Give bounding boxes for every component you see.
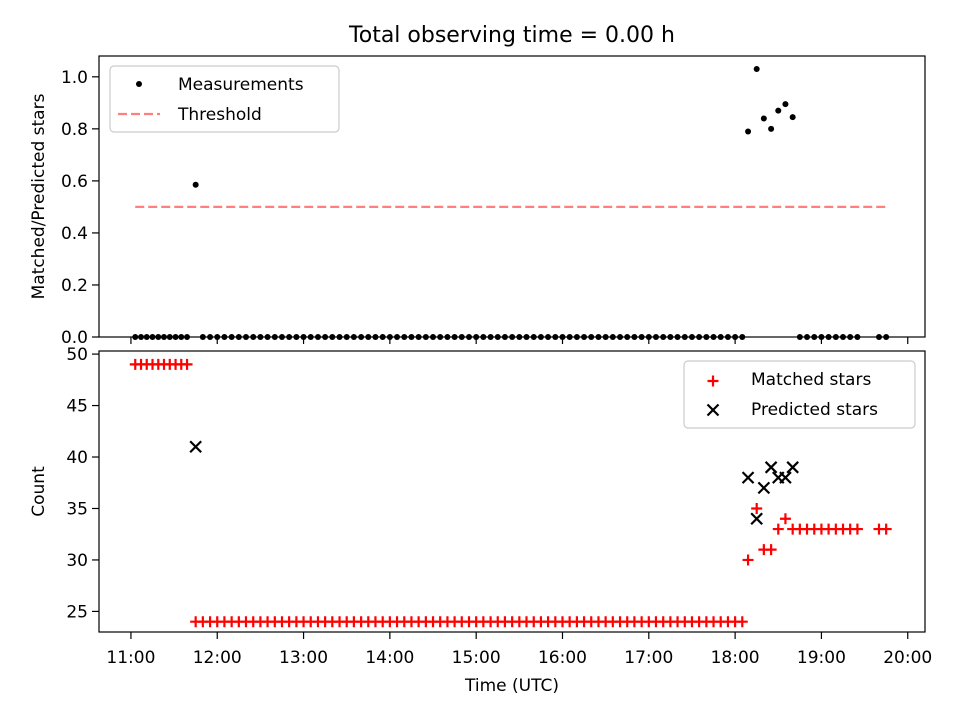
x-tick-label: 16:00 — [538, 648, 587, 668]
y-tick-label: 0.0 — [61, 328, 88, 348]
predicted-star-point — [786, 461, 799, 474]
legend-predicted-label: Predicted stars — [751, 400, 878, 420]
legend-box — [683, 360, 916, 429]
measurement-point — [192, 181, 199, 188]
x-tick-label: 12:00 — [193, 648, 242, 668]
y-tick-label: 35 — [66, 499, 88, 519]
legend-predicted-swatch — [706, 403, 720, 417]
bottom-panel: 25 30 35 40 45 50 11:00 12:00 13:00 14:00 15:00 16:… — [29, 345, 932, 696]
y-tick-label: 0.2 — [61, 276, 88, 296]
matched-star-point — [851, 523, 863, 535]
legend-threshold-label: Threshold — [177, 105, 262, 125]
predicted-star-point — [779, 471, 792, 484]
legend: Matched stars Predicted stars — [683, 360, 916, 429]
y-axis-label: Count — [29, 466, 49, 517]
y-tick-label: 0.4 — [61, 224, 88, 244]
x-tick-label: 18:00 — [711, 648, 760, 668]
matched-star-point — [742, 554, 754, 566]
y-axis-label: Matched/Predicted stars — [29, 93, 49, 299]
predicted-star-point — [764, 461, 778, 474]
legend: Measurements Threshold — [109, 65, 340, 133]
top-panel: 0.0 0.2 0.4 0.6 0.8 1.0 Matched/Predicted star… — [29, 55, 926, 348]
predicted-star-point — [189, 440, 202, 454]
matched-star-point — [779, 513, 791, 525]
matched-star-point — [765, 544, 777, 556]
measurement-point — [782, 101, 789, 108]
measurement-point — [775, 107, 782, 114]
y-tick-label: 0.6 — [61, 172, 88, 192]
x-tick-label: 14:00 — [365, 648, 414, 668]
legend-matched-swatch — [707, 375, 719, 387]
predicted-star-point — [741, 471, 755, 484]
legend-measurements-label: Measurements — [178, 75, 304, 95]
axes-frame — [98, 350, 926, 633]
measurement-point — [745, 128, 752, 135]
matched-star-point — [751, 502, 763, 514]
x-tick-label: 20:00 — [883, 648, 932, 668]
x-tick-label: 13:00 — [279, 648, 328, 668]
y-tick-label: 40 — [66, 448, 88, 468]
legend-measurements-swatch — [136, 81, 142, 87]
x-tick-label: 19:00 — [797, 648, 846, 668]
measurement-point — [789, 114, 796, 121]
x-tick-label: 15:00 — [452, 648, 501, 668]
measurement-point — [760, 115, 767, 122]
matched-star-point — [181, 358, 193, 370]
y-tick-label: 0.8 — [61, 120, 88, 140]
chart-title: Total observing time = 0.00 h — [348, 23, 675, 48]
y-tick-label: 25 — [66, 602, 88, 622]
plot-area — [129, 358, 892, 628]
x-tick-label: 17:00 — [624, 648, 673, 668]
matched-star-point — [772, 523, 784, 535]
matched-star-point — [736, 616, 748, 628]
x-axis-label: Time (UTC) — [464, 676, 559, 696]
measurement-point — [768, 125, 775, 132]
legend-matched-label: Matched stars — [751, 370, 871, 390]
y-tick-label: 30 — [66, 551, 88, 571]
matched-star-point — [880, 523, 892, 535]
measurement-point — [753, 66, 760, 73]
legend-box — [109, 65, 340, 133]
y-tick-label: 45 — [66, 397, 88, 417]
y-tick-label: 50 — [66, 345, 88, 365]
predicted-star-point — [750, 512, 763, 526]
y-tick-label: 1.0 — [61, 68, 88, 88]
predicted-star-point — [757, 481, 771, 495]
x-tick-label: 11:00 — [106, 648, 155, 668]
axes-frame — [98, 55, 926, 338]
